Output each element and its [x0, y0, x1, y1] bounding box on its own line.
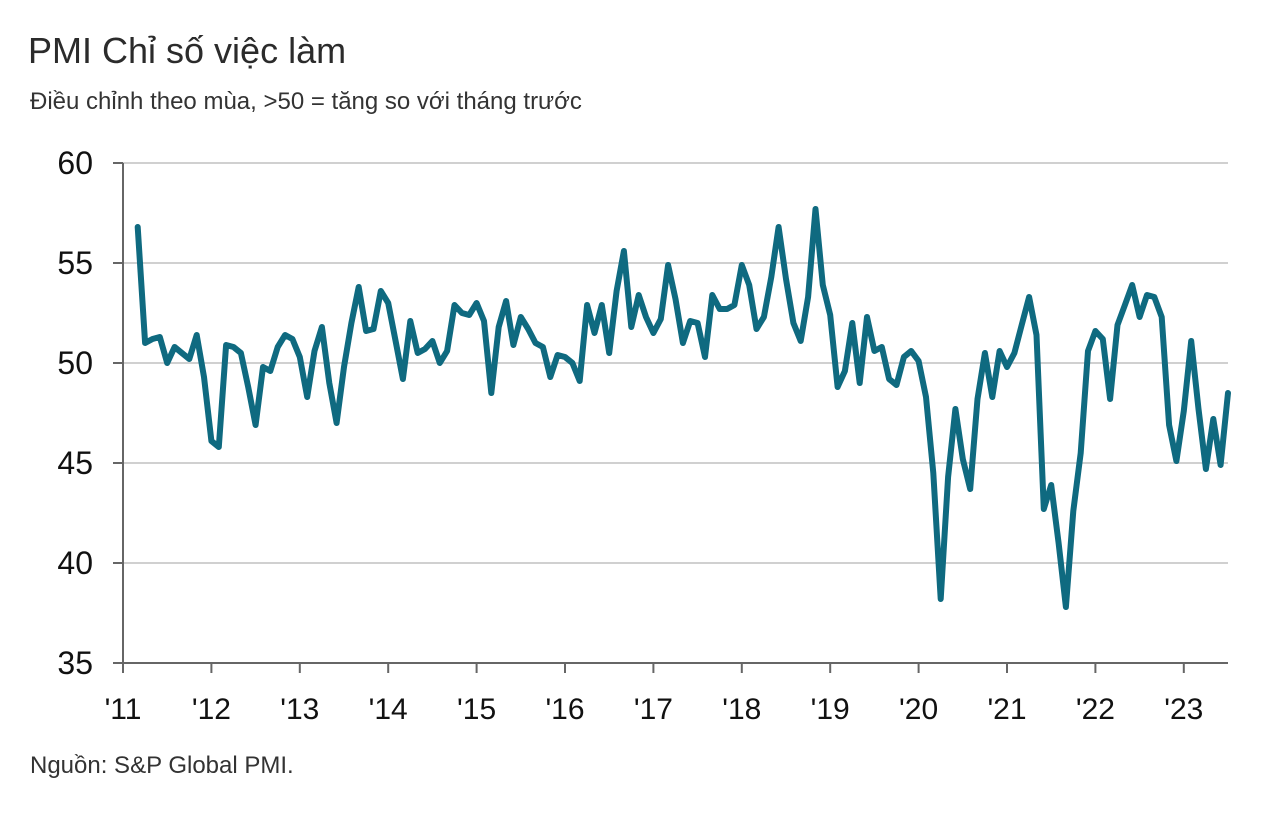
y-tick-label-60: 60 — [57, 145, 93, 181]
x-tick-label-2015: '15 — [457, 693, 496, 726]
x-tick-label-2014: '14 — [369, 693, 408, 726]
y-tick-label-50: 50 — [57, 345, 93, 381]
x-tick-label-2011: '11 — [105, 693, 142, 726]
source-note: Nguồn: S&P Global PMI. — [30, 752, 294, 779]
chart-title: PMI Chỉ số việc làm — [28, 30, 347, 71]
x-tick-label-2020: '20 — [899, 693, 938, 726]
x-tick-label-2023: '23 — [1164, 693, 1203, 726]
x-axis-ticks: '11 '12 '13 '14 '15 '16 '17 '18 '19 '20 '21 '22 '23 — [105, 663, 1203, 726]
x-tick-label-2013: '13 — [280, 693, 319, 726]
series-line-0 — [134, 206, 1231, 610]
x-tick-label-2021: '21 — [987, 693, 1026, 726]
y-axis-ticks: 35 40 45 50 55 60 — [57, 145, 123, 681]
y-tick-label-45: 45 — [57, 445, 93, 481]
y-tick-label-40: 40 — [57, 545, 93, 581]
chart-subtitle: Điều chỉnh theo mùa, >50 = tăng so với t… — [30, 88, 582, 115]
x-tick-label-2016: '16 — [545, 693, 584, 726]
y-tick-label-55: 55 — [57, 245, 93, 281]
series-layer — [134, 206, 1231, 610]
x-tick-label-2017: '17 — [634, 693, 673, 726]
x-tick-label-2022: '22 — [1076, 693, 1115, 726]
y-tick-label-35: 35 — [57, 645, 93, 681]
x-tick-label-2018: '18 — [722, 693, 761, 726]
x-tick-label-2019: '19 — [811, 693, 850, 726]
axes — [122, 163, 1228, 664]
gridlines — [123, 162, 1228, 564]
x-tick-label-2012: '12 — [192, 693, 231, 726]
